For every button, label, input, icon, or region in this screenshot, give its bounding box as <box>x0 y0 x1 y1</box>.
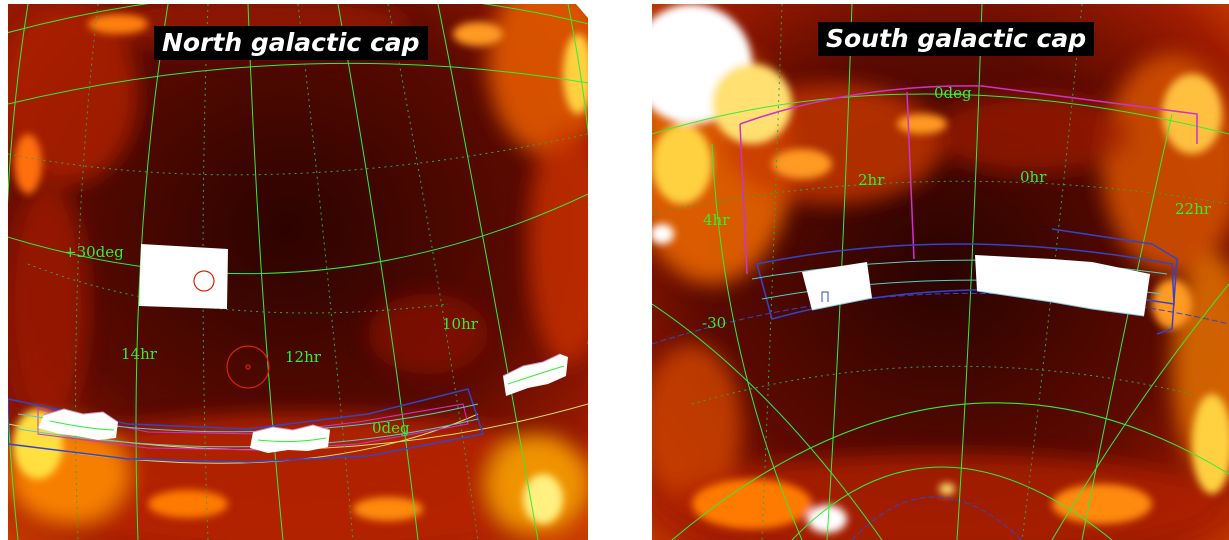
bright-dust-filaments <box>13 14 588 524</box>
north-ra-12-label: 12hr <box>285 348 321 366</box>
south-dec-minus-30-label: -30 <box>702 314 727 332</box>
north-deep-field <box>139 244 228 309</box>
south-ra-2-label: 2hr <box>858 171 885 189</box>
field-edge-tint <box>811 290 1145 317</box>
panel-edge-white <box>576 4 588 18</box>
south-galactic-cap-panel: South galactic cap 0deg 2hr 0hr 4hr 22hr… <box>652 4 1229 540</box>
south-ra-4-label: 4hr <box>703 211 730 229</box>
field-internal-lines <box>49 365 565 443</box>
graticule-lines <box>652 4 1229 540</box>
red-circle-marker <box>193 270 215 292</box>
north-sky-map <box>8 4 588 540</box>
field-marker <box>821 291 829 302</box>
north-galactic-cap-panel: North galactic cap +30deg 14hr 12hr 10hr… <box>8 4 588 540</box>
red-circle-markers <box>193 270 270 389</box>
field-edge-tint <box>43 353 561 433</box>
north-dec-30-label: +30deg <box>64 243 124 261</box>
survey-white-fields <box>802 255 1150 316</box>
north-dec-0-label: 0deg <box>372 419 410 437</box>
south-ra-22-label: 22hr <box>1175 200 1211 218</box>
north-ra-14-label: 14hr <box>121 345 157 363</box>
south-ra-0-label: 0hr <box>1020 168 1047 186</box>
south-sky-map <box>652 4 1229 540</box>
north-panel-title: North galactic cap <box>154 26 428 60</box>
bright-dust-filaments <box>652 4 1229 533</box>
north-ra-10-label: 10hr <box>442 315 478 333</box>
dust-emission-clouds <box>8 4 588 540</box>
south-panel-title: South galactic cap <box>818 22 1095 56</box>
red-circle-marker <box>226 345 270 389</box>
south-dec-0-label: 0deg <box>934 84 972 102</box>
survey-white-fields <box>38 244 568 453</box>
red-circle-marker <box>245 364 251 370</box>
